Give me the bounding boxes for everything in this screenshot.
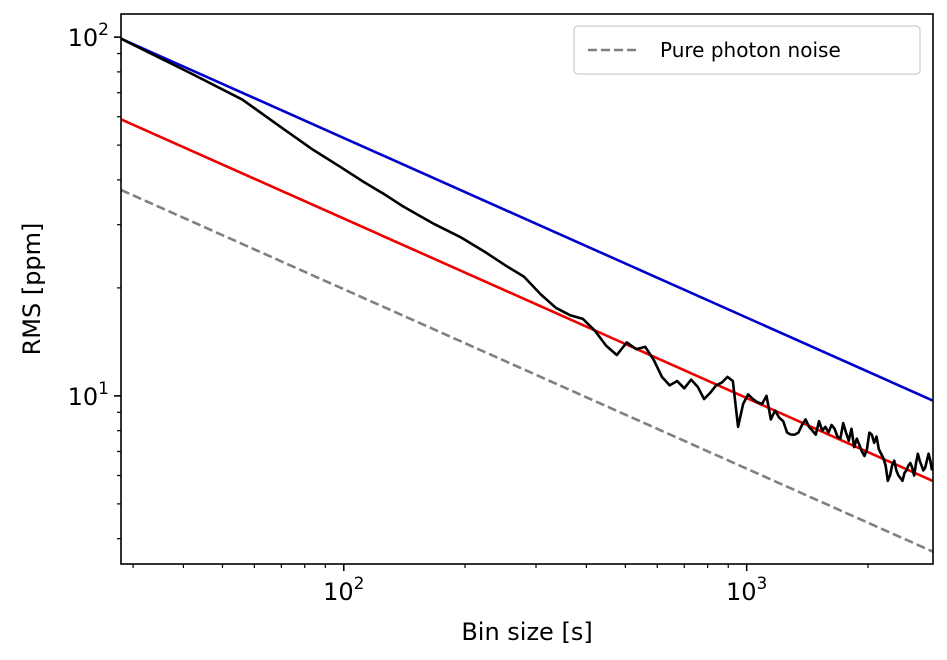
- series-measured-rms: [121, 37, 933, 483]
- x-axis-label: Bin size [s]: [461, 618, 592, 646]
- legend-label: Pure photon noise: [660, 38, 841, 62]
- plot-frame: [120, 13, 934, 565]
- x-tick-label: 103: [726, 574, 767, 606]
- series-layer: [121, 37, 933, 553]
- series-red-line: [121, 118, 933, 483]
- series-blue-line: [121, 37, 933, 402]
- y-axis-label: RMS [ppm]: [18, 223, 46, 356]
- legend: Pure photon noise: [573, 25, 921, 75]
- y-tick-label: 101: [68, 379, 109, 411]
- series-pure-photon-noise: [121, 188, 933, 553]
- y-tick-label: 102: [68, 20, 109, 52]
- x-tick-label: 102: [323, 574, 364, 606]
- axes-layer: 102 103 101 102 Bin size [s] RMS [ppm]: [18, 13, 934, 646]
- legend-box: [573, 25, 921, 75]
